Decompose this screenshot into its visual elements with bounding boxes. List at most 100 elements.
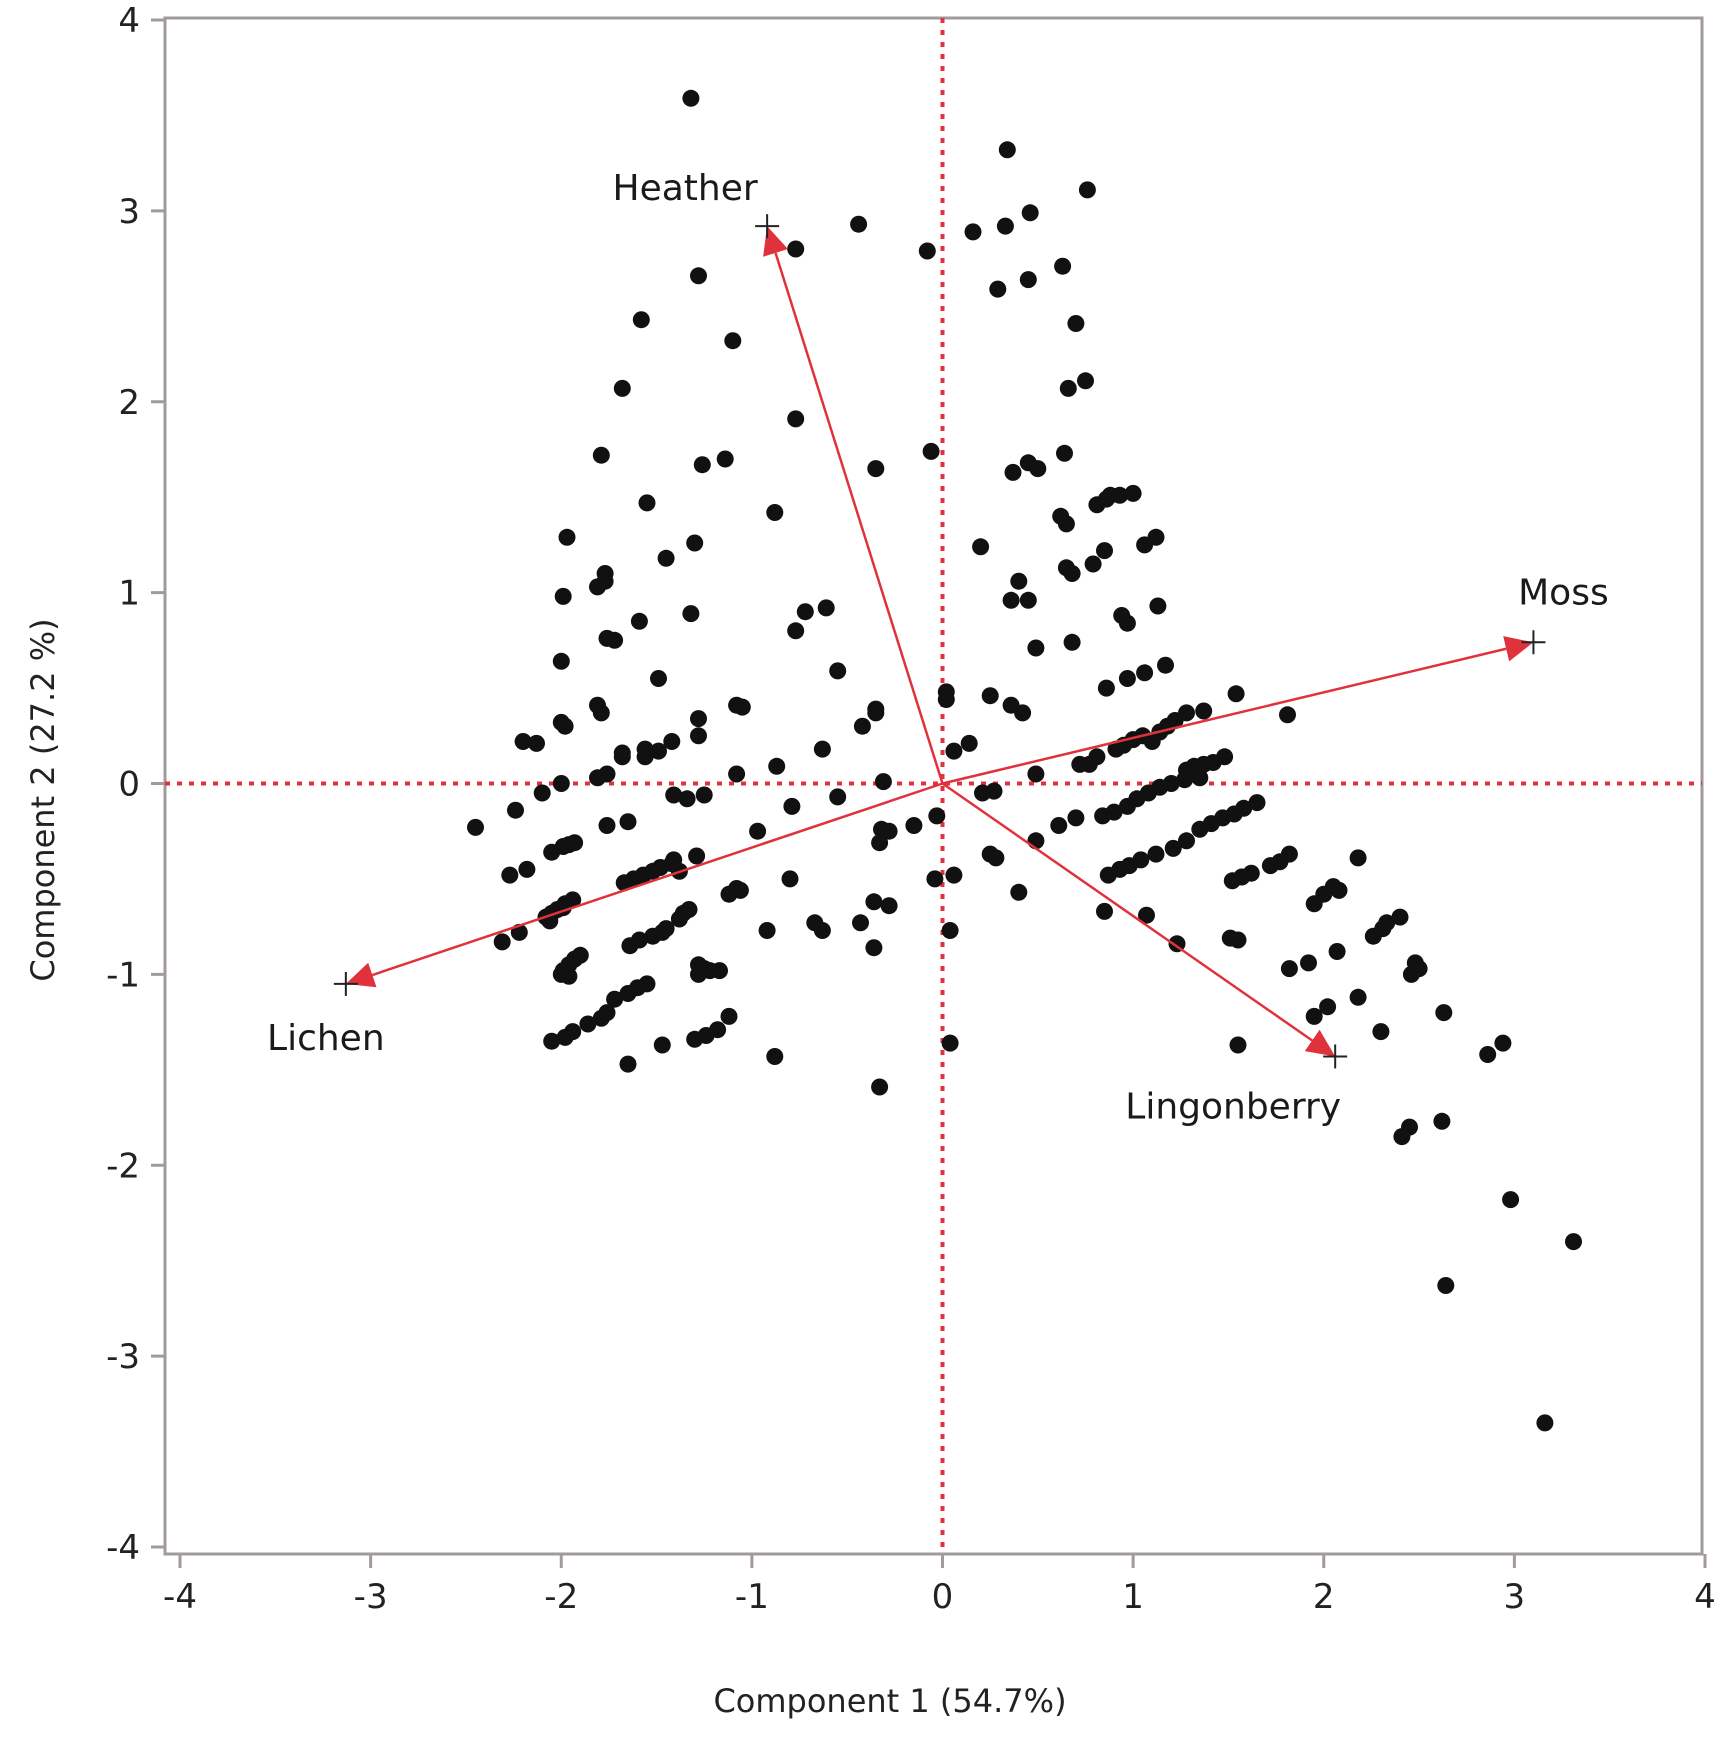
score-point bbox=[716, 450, 734, 468]
score-point bbox=[867, 460, 885, 478]
score-point bbox=[552, 775, 570, 792]
score-point bbox=[728, 765, 746, 783]
score-point bbox=[1027, 639, 1045, 657]
score-point bbox=[829, 662, 847, 680]
score-point bbox=[528, 734, 545, 752]
score-point bbox=[1059, 379, 1077, 397]
score-point bbox=[817, 599, 835, 617]
score-point bbox=[1063, 633, 1081, 651]
score-point bbox=[972, 538, 990, 556]
score-point bbox=[1195, 702, 1213, 720]
score-point bbox=[1227, 685, 1245, 703]
score-point bbox=[644, 927, 662, 945]
score-point bbox=[1027, 832, 1045, 850]
score-point bbox=[507, 801, 524, 819]
score-points bbox=[467, 89, 1582, 1432]
score-point bbox=[1406, 954, 1424, 972]
score-point bbox=[518, 860, 536, 878]
score-point bbox=[501, 866, 519, 884]
vector-arrowhead bbox=[763, 226, 788, 257]
score-point bbox=[749, 822, 767, 840]
score-point bbox=[1077, 372, 1094, 390]
score-point bbox=[682, 605, 700, 623]
score-point bbox=[1279, 706, 1296, 724]
score-point bbox=[766, 504, 784, 521]
score-point bbox=[1433, 1112, 1451, 1130]
score-point bbox=[653, 1036, 671, 1054]
score-point bbox=[1378, 914, 1396, 932]
score-point bbox=[850, 215, 868, 233]
score-point bbox=[560, 967, 578, 985]
score-point bbox=[1223, 872, 1241, 890]
x-axis-title: Component 1 (54.7%) bbox=[713, 1682, 1066, 1720]
reference-lines bbox=[165, 18, 1702, 1554]
score-point bbox=[606, 990, 624, 1008]
score-point bbox=[1305, 895, 1323, 913]
score-point bbox=[579, 1015, 597, 1033]
vector-line bbox=[942, 647, 1507, 785]
score-point bbox=[688, 847, 706, 865]
score-point bbox=[1019, 591, 1037, 609]
score-point bbox=[592, 704, 610, 722]
score-point bbox=[880, 897, 898, 915]
score-point bbox=[690, 267, 707, 285]
score-point bbox=[1147, 845, 1165, 863]
vector-arrowhead bbox=[1304, 1029, 1336, 1057]
score-point bbox=[960, 734, 978, 752]
score-point bbox=[880, 822, 898, 840]
y-axis-title: Component 2 (27.2 %) bbox=[24, 618, 62, 981]
score-point bbox=[928, 807, 946, 825]
score-point bbox=[1097, 679, 1115, 697]
score-point bbox=[758, 922, 776, 939]
score-point bbox=[945, 742, 963, 760]
x-tick-label: 1 bbox=[1122, 1577, 1144, 1617]
score-point bbox=[1147, 528, 1165, 546]
score-point bbox=[871, 834, 889, 852]
score-point bbox=[1328, 943, 1346, 960]
x-tick-label: -3 bbox=[354, 1577, 388, 1617]
score-point bbox=[865, 939, 883, 957]
score-point bbox=[1330, 881, 1348, 899]
score-point bbox=[1050, 817, 1068, 834]
score-point bbox=[693, 456, 711, 474]
score-point bbox=[630, 612, 648, 630]
score-point bbox=[813, 740, 831, 758]
score-point bbox=[1118, 797, 1136, 815]
score-point bbox=[665, 786, 683, 804]
score-point bbox=[1191, 769, 1209, 787]
score-point bbox=[865, 893, 883, 911]
score-point bbox=[1191, 820, 1209, 838]
score-point bbox=[998, 141, 1016, 159]
score-point bbox=[1178, 704, 1195, 722]
score-point bbox=[874, 773, 892, 791]
vector-label: Heather bbox=[613, 168, 758, 209]
score-point bbox=[650, 670, 667, 687]
score-point bbox=[796, 603, 814, 621]
score-point bbox=[987, 849, 1005, 867]
score-point bbox=[1057, 515, 1075, 533]
vector-arrowhead bbox=[345, 962, 377, 988]
score-point bbox=[1229, 1036, 1247, 1054]
score-point bbox=[1014, 704, 1032, 722]
score-point bbox=[1280, 960, 1298, 978]
y-tick-label: -3 bbox=[106, 1337, 140, 1377]
score-point bbox=[1164, 839, 1182, 857]
score-point bbox=[556, 1028, 574, 1046]
score-point bbox=[1118, 670, 1136, 687]
score-point bbox=[1002, 591, 1020, 609]
y-tick-label: -1 bbox=[106, 955, 140, 995]
score-point bbox=[981, 687, 999, 705]
y-tick-label: 1 bbox=[118, 574, 140, 614]
score-point bbox=[638, 494, 656, 512]
score-point bbox=[589, 769, 606, 787]
score-point bbox=[621, 937, 639, 955]
score-point bbox=[1319, 998, 1337, 1016]
score-point bbox=[558, 528, 576, 546]
score-point bbox=[1071, 755, 1089, 773]
score-point bbox=[543, 1032, 561, 1050]
score-point bbox=[1248, 794, 1266, 812]
y-axis: 4 3 2 1 0 -1 -2 -3 -4 bbox=[106, 1, 165, 1568]
score-point bbox=[1124, 484, 1142, 502]
score-point bbox=[853, 717, 871, 735]
